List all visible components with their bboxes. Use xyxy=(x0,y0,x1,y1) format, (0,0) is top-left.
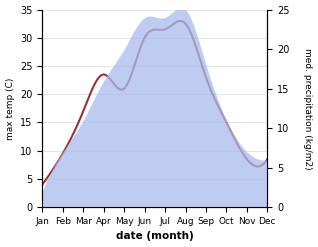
Y-axis label: med. precipitation (kg/m2): med. precipitation (kg/m2) xyxy=(303,48,313,169)
Y-axis label: max temp (C): max temp (C) xyxy=(5,77,15,140)
X-axis label: date (month): date (month) xyxy=(116,231,194,242)
